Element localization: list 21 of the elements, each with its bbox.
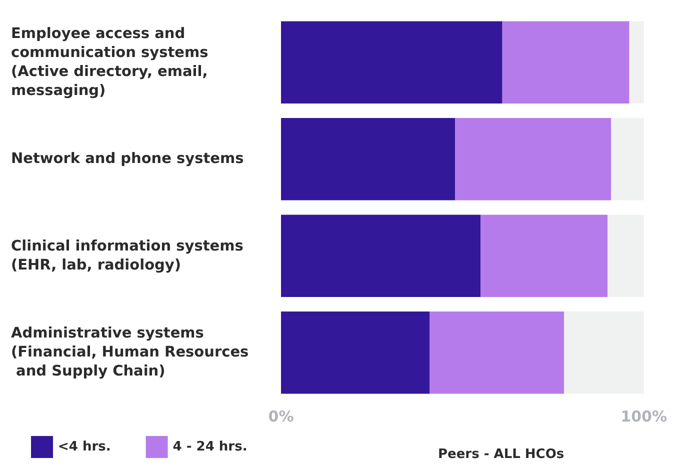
y-tick-label: Employee access and communication systems (Active directory, email, messaging) <box>11 26 214 99</box>
bar <box>564 312 644 394</box>
bar <box>281 214 481 297</box>
x-tick-label: 100% <box>620 408 667 426</box>
bar <box>281 312 430 394</box>
bar <box>502 21 630 104</box>
bar <box>608 214 644 297</box>
x-tick-label: 0% <box>268 408 294 426</box>
y-tick-label: Clinical information systems (EHR, lab, radiology) <box>11 238 248 274</box>
legend-label: 4 - 24 hrs. <box>172 440 248 454</box>
bar <box>611 118 644 200</box>
bar <box>281 118 456 200</box>
y-tick-label: Network and phone systems <box>11 151 244 168</box>
bar <box>281 21 502 104</box>
bar <box>480 214 608 297</box>
legend-label: <4 hrs. <box>58 440 111 454</box>
text: Peers - ALL HCOs <box>438 447 564 462</box>
bar <box>430 312 564 394</box>
y-tick-label: Administrative systems (Financial, Human Resources and Supply Chain) <box>11 326 249 380</box>
bar <box>455 118 612 200</box>
bar <box>629 21 644 104</box>
